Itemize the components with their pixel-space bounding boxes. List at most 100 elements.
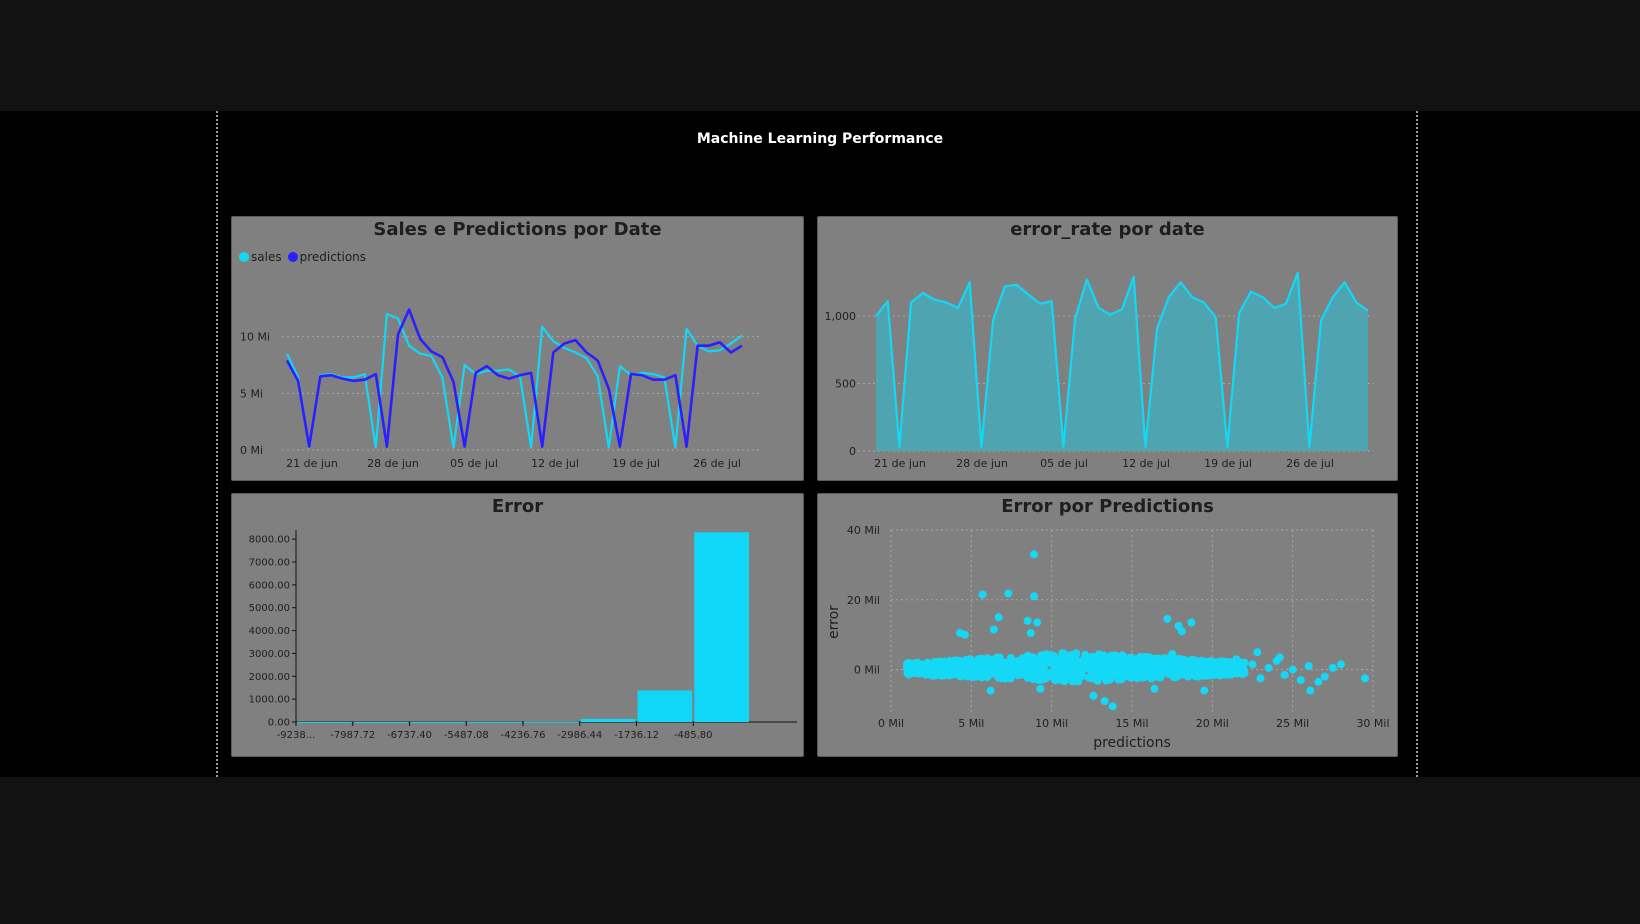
scatter-point [1208, 670, 1217, 679]
x-tick-label: 28 de jun [367, 457, 419, 470]
scatter-point [1179, 656, 1188, 665]
scatter-point [1026, 629, 1035, 637]
scatter-point [1087, 653, 1096, 662]
error-rate-panel[interactable]: 0 500 1,000 21 de jun 28 de jun 05 de jul 12 d… [817, 216, 1398, 481]
scatter-point [978, 590, 987, 599]
scatter-point [1361, 674, 1369, 683]
error-scatter-title: Error por Predictions [1001, 496, 1214, 517]
y-tick-label: 2000.00 [249, 672, 290, 683]
scatter-point [1071, 665, 1080, 674]
scatter-point [1120, 670, 1128, 679]
y-axis-label: error [826, 605, 842, 639]
scatter-point [1062, 668, 1071, 677]
scatter-point [1160, 662, 1169, 671]
report-title: Machine Learning Performance [696, 131, 944, 147]
scatter-point [1023, 616, 1032, 625]
scatter-point [943, 660, 952, 669]
histogram-bar [353, 721, 409, 723]
y-tick-label: 1000.00 [249, 695, 290, 706]
legend-dot-predictions [287, 252, 298, 262]
scatter-point [1328, 663, 1337, 672]
scatter-point [1336, 660, 1345, 669]
error-scatter-panel[interactable]: 0 Mil 20 Mil 40 Mil 0 Mil 5 Mil 10 Mil 15 Mil 2… [817, 493, 1398, 757]
legend-item-predictions[interactable]: predictions [287, 250, 366, 264]
error-histogram-chart: 0.00 1000.00 2000.00 3000.00 4000.00 5000.00 6… [249, 530, 797, 741]
scatter-point [1248, 660, 1257, 669]
series-line-sales [286, 312, 743, 449]
x-tick-label: 19 de jul [612, 457, 660, 470]
histogram-bar [637, 690, 693, 722]
histogram-bar [410, 721, 466, 723]
scatter-point [983, 655, 992, 664]
scatter-point [1030, 592, 1038, 601]
y-tick-label: 500 [835, 378, 856, 391]
x-tick-label: 15 Mil [1115, 717, 1148, 730]
x-tick-label: 05 de jul [1040, 457, 1088, 470]
scatter-point [1296, 676, 1305, 685]
scatter-point [1030, 550, 1038, 559]
scatter-point [976, 662, 985, 671]
sales-predictions-panel[interactable]: 0 Mi 5 Mi 10 Mi 21 de jun 28 de jun 05 de jul… [231, 216, 804, 481]
scatter-point [1288, 665, 1297, 674]
scatter-point [1004, 589, 1013, 598]
area-fill-error-rate [876, 272, 1368, 451]
x-tick-label: 25 Mil [1276, 717, 1309, 730]
y-tick-label: 0 [849, 445, 856, 458]
sales-predictions-legend[interactable]: sales predictions [239, 250, 366, 264]
x-axis-label: predictions [1093, 735, 1171, 751]
error-histogram-panel[interactable]: 0.00 1000.00 2000.00 3000.00 4000.00 5000.00 6… [231, 493, 804, 757]
scatter-point [1253, 648, 1262, 657]
scatter-point [975, 672, 984, 681]
scatter-point [999, 670, 1008, 679]
histogram-bar [694, 532, 749, 722]
scatter-point [1023, 651, 1032, 660]
x-tick-label: -485.80 [674, 730, 713, 741]
scatter-point [1224, 665, 1233, 674]
scatter-point [1079, 655, 1088, 664]
scatter-point [1201, 671, 1210, 680]
scatter-point [1029, 666, 1037, 675]
scatter-point [1095, 660, 1104, 669]
y-tick-label: 4000.00 [249, 626, 290, 637]
scatter-point [1078, 671, 1087, 680]
x-tick-label: 19 de jul [1204, 457, 1252, 470]
scatter-point [1072, 649, 1081, 658]
y-tick-label: 7000.00 [249, 558, 290, 569]
scatter-point [1216, 662, 1225, 671]
x-tick-label: 5 Mil [958, 717, 984, 730]
scatter-point [986, 686, 995, 695]
scatter-point [1063, 658, 1072, 667]
scatter-point [1089, 691, 1098, 700]
scatter-point [977, 654, 986, 663]
report-canvas: Machine Learning Performance 0 Mi 5 Mi 10 … [0, 111, 1640, 777]
scatter-point [1054, 675, 1063, 683]
scatter-point [1015, 665, 1024, 674]
scatter-point [1136, 665, 1144, 674]
scatter-point [959, 665, 968, 674]
error-rate-chart: 0 500 1,000 21 de jun 28 de jun 05 de jul 12 d… [825, 271, 1374, 470]
scatter-point [1120, 652, 1128, 661]
legend-item-sales[interactable]: sales [239, 250, 282, 264]
y-tick-label: 1,000 [825, 310, 857, 323]
scatter-point [1314, 677, 1323, 686]
scatter-point [943, 669, 952, 678]
scatter-point [1108, 702, 1117, 711]
scatter-point [1184, 669, 1193, 678]
scatter-point [903, 663, 912, 672]
scatter-point [1005, 667, 1014, 676]
y-tick-label: 5 Mi [240, 387, 263, 400]
legend-label-sales: sales [251, 250, 282, 264]
scatter-point [1176, 665, 1185, 674]
scatter-point [1184, 660, 1193, 669]
x-tick-label: 20 Mil [1196, 717, 1229, 730]
scatter-point [910, 660, 919, 669]
sales-predictions-title: Sales e Predictions por Date [373, 219, 662, 240]
scatter-point [1197, 656, 1206, 665]
x-tick-label: 10 Mil [1035, 717, 1068, 730]
x-tick-label: 21 de jun [286, 457, 338, 470]
x-tick-label: 21 de jun [874, 457, 926, 470]
scatter-point [1030, 656, 1039, 665]
scatter-point [1306, 686, 1315, 695]
scatter-point [1264, 663, 1273, 672]
histogram-bar [524, 721, 579, 723]
